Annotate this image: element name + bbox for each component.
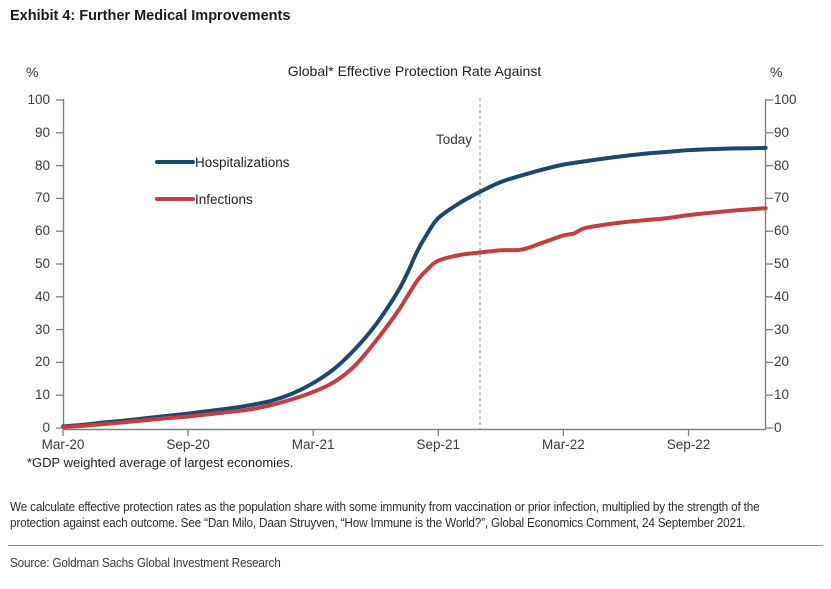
source-attribution: Source: Goldman Sachs Global Investment … xyxy=(10,555,281,570)
y-axis-label-left-10: 10 xyxy=(34,387,50,403)
y-axis-label-right-0: 0 xyxy=(774,420,782,435)
y-axis-label-left-40: 40 xyxy=(34,288,50,304)
legend-label-infections: Infections xyxy=(195,191,253,207)
y-axis-label-left-50: 50 xyxy=(34,256,50,271)
exhibit-title: Exhibit 4: Further Medical Improvements xyxy=(10,8,291,24)
chart-legend: Hospitalizations Infections xyxy=(155,150,290,224)
today-annotation: Today xyxy=(435,132,472,147)
y-axis-label-left-70: 70 xyxy=(34,190,50,206)
right-axis-unit-label: % xyxy=(770,64,783,80)
y-axis-label-left-30: 30 xyxy=(34,321,50,337)
y-axis-label-left-80: 80 xyxy=(34,157,50,173)
y-axis-label-right-10: 10 xyxy=(774,387,790,403)
infections-line-swatch xyxy=(155,197,195,201)
y-axis-label-left-90: 90 xyxy=(34,124,50,140)
chart-title: Global* Effective Protection Rate Agains… xyxy=(287,63,542,79)
x-axis-label-Sep-21: Sep-21 xyxy=(416,437,461,452)
legend-label-hospitalizations: Hospitalizations xyxy=(195,154,290,170)
infections-line xyxy=(61,206,768,430)
x-axis-label-Sep-22: Sep-22 xyxy=(666,437,711,452)
y-axis-label-right-30: 30 xyxy=(774,321,790,337)
y-axis-label-right-100: 100 xyxy=(774,92,797,107)
y-axis-label-right-20: 20 xyxy=(774,354,790,370)
y-axis-label-right-60: 60 xyxy=(774,223,790,239)
y-axis-label-right-50: 50 xyxy=(774,256,790,271)
y-axis-label-right-70: 70 xyxy=(774,190,790,206)
x-axis-label-Mar-21: Mar-21 xyxy=(291,437,335,452)
chart-footnote: *GDP weighted average of largest economi… xyxy=(27,455,294,470)
legend-item-infections: Infections xyxy=(155,187,290,211)
y-axis-label-left-100: 100 xyxy=(27,92,50,107)
x-axis-label-Mar-22: Mar-22 xyxy=(542,437,585,452)
y-axis-label-left-0: 0 xyxy=(42,420,50,435)
footer-divider xyxy=(8,545,823,546)
y-axis-label-left-60: 60 xyxy=(34,223,50,239)
methodology-note-line2: protection against each outcome. See “Da… xyxy=(10,514,746,530)
methodology-note: We calculate effective protection rates … xyxy=(10,499,820,530)
y-axis-label-right-80: 80 xyxy=(774,157,790,173)
x-axis-label-Sep-20: Sep-20 xyxy=(166,437,210,452)
legend-item-hospitalizations: Hospitalizations xyxy=(155,150,290,174)
y-axis-label-right-90: 90 xyxy=(774,124,790,140)
y-axis-label-left-20: 20 xyxy=(34,354,50,370)
left-axis-unit-label: % xyxy=(26,64,39,80)
hospitalizations-line-swatch xyxy=(155,160,195,164)
x-axis-label-Mar-20: Mar-20 xyxy=(41,437,85,452)
y-axis-label-right-40: 40 xyxy=(774,288,790,304)
hospitalizations-line xyxy=(61,145,768,429)
methodology-note-line1: We calculate effective protection rates … xyxy=(10,499,760,514)
